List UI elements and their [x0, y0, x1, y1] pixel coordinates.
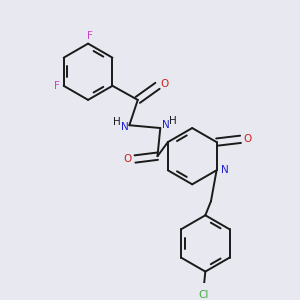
Text: O: O — [160, 80, 169, 89]
Text: O: O — [243, 134, 252, 144]
Text: N: N — [162, 120, 170, 130]
Text: N: N — [121, 122, 129, 132]
Text: Cl: Cl — [199, 290, 209, 300]
Text: F: F — [87, 31, 92, 41]
Text: O: O — [123, 154, 132, 164]
Text: N: N — [221, 165, 229, 175]
Text: F: F — [54, 81, 59, 91]
Text: H: H — [113, 117, 121, 128]
Text: H: H — [169, 116, 177, 126]
